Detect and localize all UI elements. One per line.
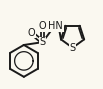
Text: O: O <box>28 28 35 38</box>
Text: S: S <box>70 43 76 53</box>
Text: HN: HN <box>48 21 63 31</box>
Text: O: O <box>39 21 46 31</box>
Text: S: S <box>40 37 46 47</box>
